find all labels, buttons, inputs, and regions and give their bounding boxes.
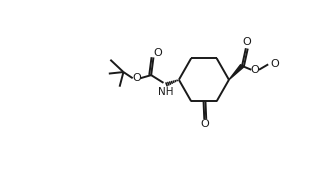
Text: NH: NH xyxy=(158,87,174,97)
Text: O: O xyxy=(242,37,251,47)
Text: O: O xyxy=(153,48,162,58)
Polygon shape xyxy=(229,65,243,80)
Text: O: O xyxy=(251,65,260,75)
Text: O: O xyxy=(271,59,279,69)
Text: O: O xyxy=(132,73,141,83)
Text: O: O xyxy=(200,119,209,129)
